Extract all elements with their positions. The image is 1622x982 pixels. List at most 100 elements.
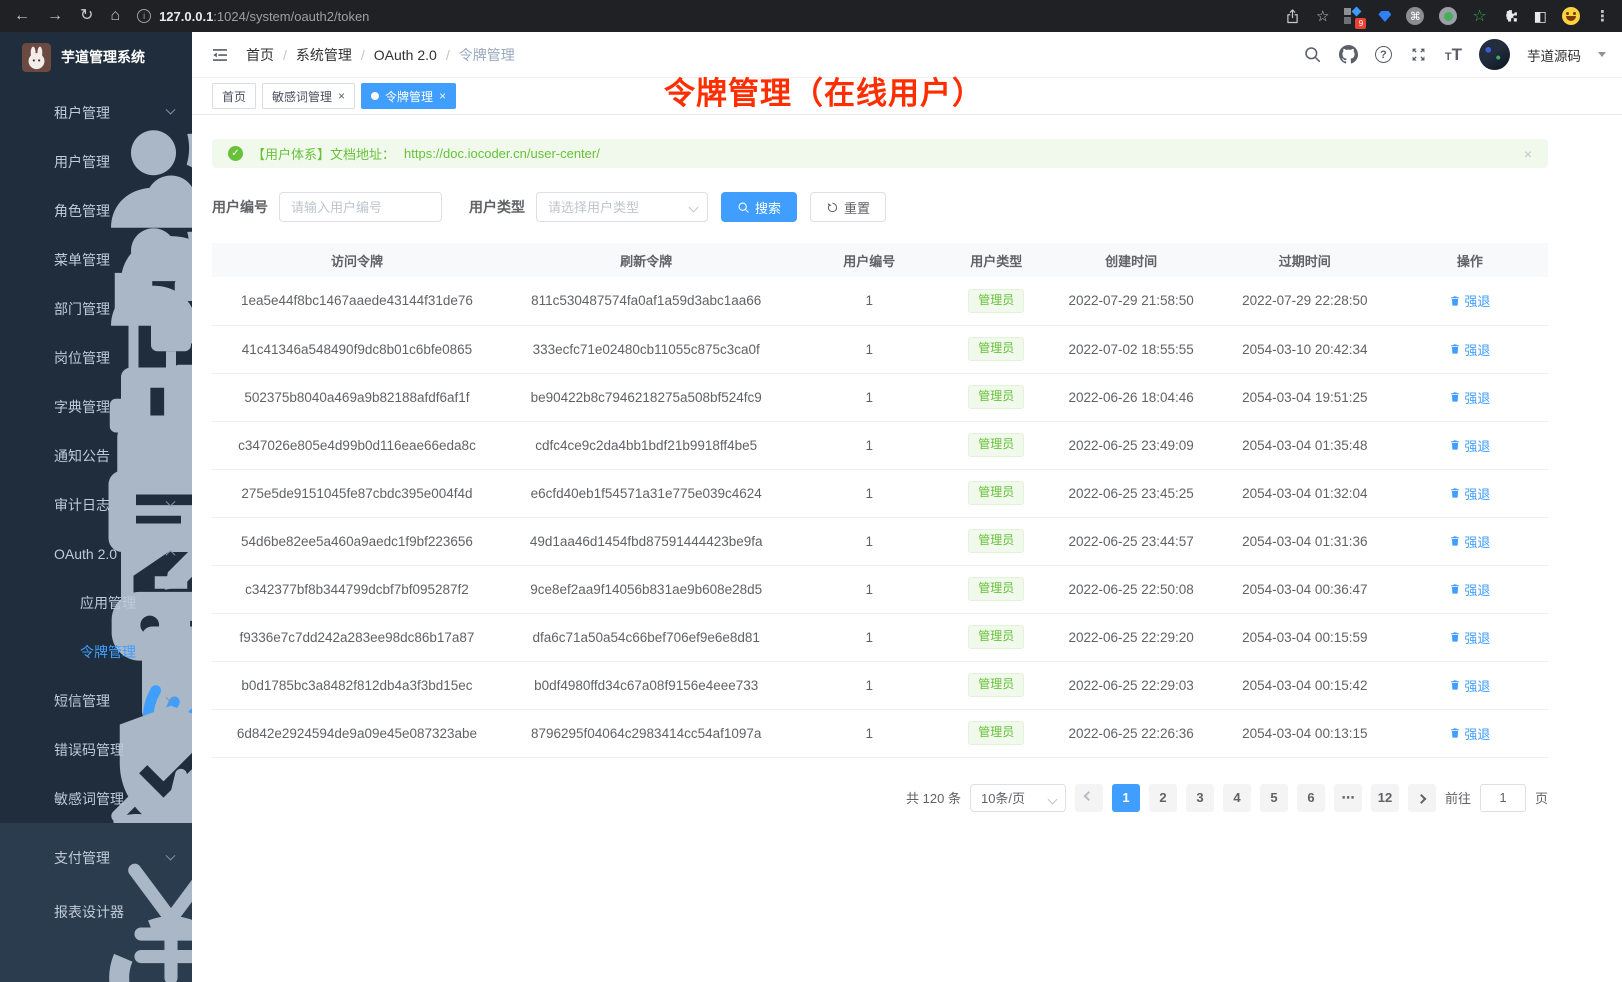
recorder-extension-icon[interactable] [1439,7,1458,25]
page-content: ✓ 【用户体系】文档地址： https://doc.iocoder.cn/use… [212,139,1548,812]
cell-user-type: 管理员 [948,373,1045,422]
prev-page-button[interactable] [1074,783,1103,812]
sidebar-item-用户管理[interactable]: 用户管理 [0,137,192,186]
tab-敏感词管理[interactable]: 敏感词管理 × [262,83,356,109]
breadcrumb-item[interactable]: 首页 [246,46,274,63]
cell-refresh-token: b0df4980ffd34c67a08f9156e4eee733 [501,661,791,710]
green-star-extension-icon[interactable]: ☆ [1472,8,1487,25]
extension-grid-icon[interactable]: 9 [1344,6,1367,29]
sidebar-item-字典管理[interactable]: 字典管理 [0,382,192,431]
search-button[interactable]: 搜索 [721,192,798,222]
sidebar-item-菜单管理[interactable]: 菜单管理 [0,235,192,284]
page-button-3[interactable]: 3 [1185,783,1214,812]
force-logout-button[interactable]: 强退 [1449,340,1490,359]
page-button-12[interactable]: 12 [1370,783,1399,812]
breadcrumb-item[interactable]: 系统管理 [295,46,352,63]
force-logout-button[interactable]: 强退 [1449,724,1490,743]
force-logout-button[interactable]: 强退 [1449,580,1490,599]
force-logout-button[interactable]: 强退 [1449,532,1490,551]
doc-link[interactable]: https://doc.iocoder.cn/user-center/ [404,146,600,161]
user-type-select-input[interactable] [536,192,708,222]
home-icon[interactable]: ⌂ [110,7,121,24]
sidebar-item-角色管理[interactable]: 角色管理 [0,186,192,235]
command-extension-icon[interactable]: ⌘ [1406,7,1425,25]
page-jump-input[interactable] [1479,783,1526,812]
reload-icon[interactable]: ↻ [80,7,94,24]
cell-refresh-token: 8796295f04064c2983414cc54af1097a [501,709,791,758]
address-bar[interactable]: i 127.0.0.1:1024/system/oauth2/token [137,8,1284,24]
sidebar-item-短信管理[interactable]: 短信管理 [0,676,192,725]
page-button-1[interactable]: 1 [1111,783,1140,812]
sidepanel-icon[interactable]: ◧ [1533,7,1547,24]
search-icon[interactable] [1303,45,1322,64]
cell-user-type: 管理员 [948,325,1045,374]
page-button-6[interactable]: 6 [1296,783,1325,812]
cell-expire-time: 2054-03-04 19:51:25 [1217,373,1392,422]
broadcast-icon [47,643,65,661]
tab-close-icon[interactable]: × [439,89,447,103]
cell-user-type: 管理员 [948,421,1045,470]
profile-emoji-icon[interactable] [1562,7,1580,25]
force-logout-button[interactable]: 强退 [1449,676,1490,695]
share-icon[interactable] [1284,8,1301,25]
tab-首页[interactable]: 首页 [212,83,257,109]
tab-label: 敏感词管理 [272,89,333,104]
breadcrumb-item[interactable]: OAuth 2.0 [373,46,437,63]
tab-close-icon[interactable]: × [338,89,346,103]
user-type-badge: 管理员 [968,481,1025,505]
help-icon[interactable]: ? [1374,46,1392,63]
user-type-select[interactable] [536,192,708,222]
browser-chrome: ← → ↻ ⌂ i 127.0.0.1:1024/system/oauth2/t… [0,0,1622,32]
github-icon[interactable] [1339,45,1358,64]
user-avatar[interactable] [1479,39,1510,70]
tab-令牌管理[interactable]: 令牌管理 × [361,83,457,109]
page-button-5[interactable]: 5 [1259,783,1288,812]
force-logout-button[interactable]: 强退 [1449,628,1490,647]
alert-close-icon[interactable]: × [1523,145,1532,162]
force-logout-button[interactable]: 强退 [1449,484,1490,503]
table-row: f9336e7c7dd242a283ee98dc86b17a87 dfa6c71a… [212,613,1548,662]
cell-refresh-token: 49d1aa46d1454fbd87591444423be9fa [501,517,791,566]
bookmark-star-icon[interactable]: ☆ [1315,8,1330,25]
sidebar-item-岗位管理[interactable]: 岗位管理 [0,333,192,382]
forward-icon[interactable]: → [47,7,63,24]
page-button-2[interactable]: 2 [1148,783,1177,812]
fullscreen-icon[interactable] [1409,45,1428,64]
force-logout-button[interactable]: 强退 [1449,388,1490,407]
sidebar-item-label: 应用管理 [80,594,136,611]
sidebar-item-审计日志[interactable]: 审计日志 [0,480,192,529]
sidebar-toggle-icon[interactable] [210,45,230,65]
info-icon[interactable]: i [137,9,152,23]
caret-down-icon[interactable] [1598,52,1606,57]
back-icon[interactable]: ← [14,7,30,24]
user-id-input[interactable] [279,192,442,222]
reset-button[interactable]: 重置 [810,192,887,222]
sidebar-item-通知公告[interactable]: 通知公告 [0,431,192,480]
puzzle-extensions-icon[interactable] [1502,8,1519,25]
breadcrumb-separator: / [283,46,287,63]
sidebar-item-部门管理[interactable]: 部门管理 [0,284,192,333]
user-name[interactable]: 芋道源码 [1527,48,1581,64]
user-type-badge: 管理员 [968,673,1025,697]
cell-refresh-token: 9ce8ef2aa9f14056b831ae9b608e28d5 [501,565,791,614]
sidebar-item-OAuth 2.0[interactable]: OAuth 2.0 [0,529,192,578]
sidebar-item-label: 菜单管理 [54,251,110,268]
sidebar-item-报表设计器[interactable]: 报表设计器 [0,885,192,939]
sidebar-item-支付管理[interactable]: 支付管理 [0,831,192,885]
force-logout-button[interactable]: 强退 [1449,291,1490,310]
force-logout-button[interactable]: 强退 [1449,436,1490,455]
sidebar-item-应用管理[interactable]: 应用管理 [0,578,192,627]
browser-menu-icon[interactable]: ⋮ [1595,8,1610,25]
sidebar-item-敏感词管理[interactable]: 敏感词管理 [0,774,192,823]
sidebar-item-错误码管理[interactable]: 错误码管理 [0,725,192,774]
page-ellipsis-button[interactable]: ⋯ [1333,783,1362,812]
gem-extension-icon[interactable] [1378,10,1392,22]
sidebar-item-租户管理[interactable]: 租户管理 [0,88,192,137]
cell-expire-time: 2054-03-04 00:13:15 [1217,709,1392,758]
next-page-button[interactable] [1407,783,1436,812]
app-logo[interactable]: 芋道管理系统 [0,32,192,82]
sidebar-item-令牌管理[interactable]: 令牌管理 [0,627,192,676]
page-button-4[interactable]: 4 [1222,783,1251,812]
page-size-select[interactable]: 10条/页 [969,783,1066,812]
